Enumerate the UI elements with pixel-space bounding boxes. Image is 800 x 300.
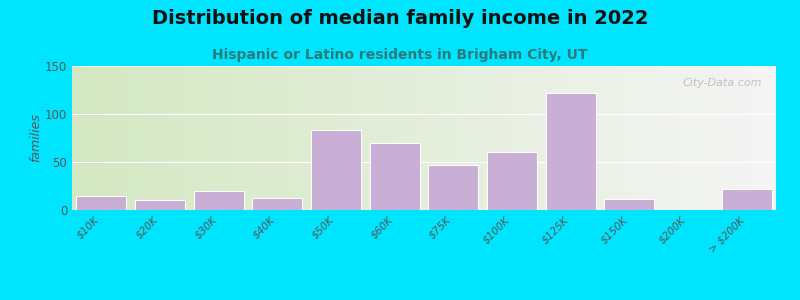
Bar bbox=[722, 189, 771, 210]
Bar bbox=[194, 191, 243, 210]
Bar bbox=[370, 143, 419, 210]
Bar bbox=[605, 200, 654, 210]
Text: City-Data.com: City-Data.com bbox=[682, 77, 762, 88]
Bar bbox=[487, 152, 537, 210]
Bar bbox=[253, 199, 302, 210]
Bar bbox=[311, 130, 361, 210]
Bar bbox=[135, 200, 185, 210]
Y-axis label: families: families bbox=[29, 114, 42, 162]
Bar bbox=[77, 196, 126, 210]
Bar bbox=[546, 93, 595, 210]
Text: Distribution of median family income in 2022: Distribution of median family income in … bbox=[152, 9, 648, 28]
Text: Hispanic or Latino residents in Brigham City, UT: Hispanic or Latino residents in Brigham … bbox=[212, 48, 588, 62]
Bar bbox=[429, 165, 478, 210]
